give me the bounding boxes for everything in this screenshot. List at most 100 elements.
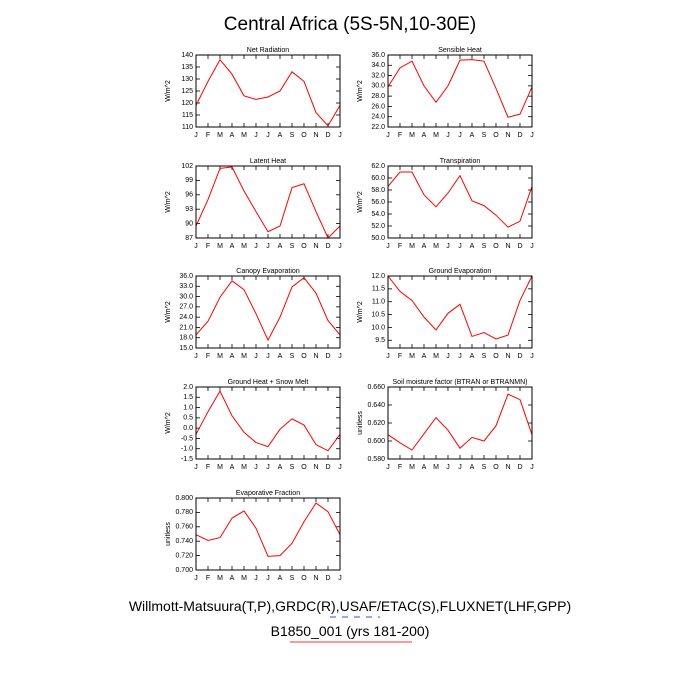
x-tick-label: J (446, 353, 450, 360)
y-tick-label: 28.0 (371, 93, 385, 100)
x-tick-label: J (254, 353, 258, 360)
y-tick-label: 0.5 (183, 415, 193, 422)
x-tick-label: J (386, 464, 390, 471)
y-tick-label: 135 (181, 64, 193, 71)
x-tick-label: D (325, 353, 330, 360)
y-tick-label: 1.0 (183, 404, 193, 411)
x-tick-label: J (266, 575, 270, 582)
x-tick-label: F (206, 353, 210, 360)
x-tick-label: O (301, 464, 307, 471)
x-tick-label: J (386, 132, 390, 139)
x-tick-label: J (338, 353, 342, 360)
x-tick-label: A (470, 132, 475, 139)
x-tick-label: D (325, 132, 330, 139)
data-line (195, 166, 341, 239)
y-tick-label: -1.0 (181, 446, 193, 453)
x-tick-label: J (254, 132, 258, 139)
y-tick-label: 24.0 (371, 114, 385, 121)
x-tick-label: J (254, 575, 258, 582)
y-tick-label: 22.0 (371, 124, 385, 131)
x-tick-label: J (194, 243, 198, 250)
x-tick-label: J (386, 353, 390, 360)
y-tick-label: 120 (181, 100, 193, 107)
x-tick-label: M (241, 132, 247, 139)
y-tick-label: 0.760 (175, 524, 193, 531)
y-tick-label: 9.5 (375, 337, 385, 344)
plot-frame (195, 54, 341, 128)
plot-frame (195, 386, 341, 460)
y-axis-label: W/m^2 (165, 301, 172, 323)
y-axis-label: W/m^2 (357, 191, 364, 213)
y-tick-label: 130 (181, 76, 193, 83)
y-tick-label: 15.0 (179, 345, 193, 352)
y-tick-label: 24.0 (179, 314, 193, 321)
x-tick-label: D (325, 575, 330, 582)
y-tick-label: 21.0 (179, 324, 193, 331)
x-tick-label: S (482, 243, 487, 250)
y-axis-label: W/m^2 (165, 412, 172, 434)
x-tick-label: M (241, 353, 247, 360)
x-tick-label: A (470, 353, 475, 360)
y-tick-label: 56.0 (371, 199, 385, 206)
x-tick-label: M (217, 575, 223, 582)
y-tick-label: 93 (185, 206, 193, 213)
x-tick-label: A (278, 132, 283, 139)
x-tick-label: N (313, 353, 318, 360)
plot-frame (195, 165, 341, 239)
plot-frame (195, 275, 341, 349)
y-tick-label: 62.0 (371, 163, 385, 170)
x-tick-label: J (254, 464, 258, 471)
x-tick-label: A (230, 132, 235, 139)
x-tick-label: J (446, 132, 450, 139)
y-tick-label: 115 (182, 112, 193, 119)
y-tick-label: 96 (185, 192, 193, 199)
x-tick-label: S (290, 243, 295, 250)
panel-title: Evaporative Fraction (236, 490, 300, 497)
x-tick-label: M (241, 243, 247, 250)
x-tick-label: A (278, 575, 283, 582)
y-tick-label: 125 (181, 88, 193, 95)
panel-title: Canopy Evaporation (236, 268, 300, 275)
x-tick-label: O (301, 575, 307, 582)
plot-frame (387, 386, 533, 460)
x-tick-label: A (470, 464, 475, 471)
footer-line: B1850_001 (yrs 181-200) (271, 623, 430, 639)
y-tick-label: 52.0 (371, 223, 385, 230)
x-tick-label: A (422, 353, 427, 360)
y-tick-label: 30.0 (371, 83, 385, 90)
x-tick-label: D (517, 464, 522, 471)
x-tick-label: A (278, 243, 283, 250)
x-tick-label: N (505, 464, 510, 471)
x-tick-label: A (422, 464, 427, 471)
y-tick-label: 10.5 (371, 311, 385, 318)
x-tick-label: N (313, 464, 318, 471)
y-tick-label: 27.0 (179, 304, 193, 311)
x-tick-label: J (194, 353, 198, 360)
x-tick-label: M (409, 132, 415, 139)
x-tick-label: N (505, 353, 510, 360)
y-tick-label: 50.0 (371, 235, 385, 242)
x-tick-label: M (433, 464, 439, 471)
y-tick-label: 11.5 (372, 286, 385, 293)
x-tick-label: J (266, 464, 270, 471)
panel-title: Ground Heat + Snow Melt (228, 379, 309, 386)
x-tick-label: N (313, 575, 318, 582)
x-tick-label: D (325, 464, 330, 471)
y-tick-label: 34.0 (371, 62, 385, 69)
x-tick-label: M (433, 353, 439, 360)
data-line (387, 393, 533, 451)
x-tick-label: A (230, 464, 235, 471)
x-tick-label: F (398, 353, 402, 360)
x-tick-label: A (470, 243, 475, 250)
y-axis-label: W/m^2 (357, 80, 364, 102)
y-tick-label: 0.720 (175, 552, 193, 559)
x-tick-label: J (338, 132, 342, 139)
x-tick-label: J (530, 464, 534, 471)
y-tick-label: 36.0 (179, 273, 193, 280)
x-tick-label: J (266, 132, 270, 139)
x-tick-label: S (482, 464, 487, 471)
data-line (195, 58, 341, 127)
y-tick-label: 102 (181, 163, 193, 170)
page-title: Central Africa (5S-5N,10-30E) (224, 14, 476, 35)
x-tick-label: M (409, 464, 415, 471)
